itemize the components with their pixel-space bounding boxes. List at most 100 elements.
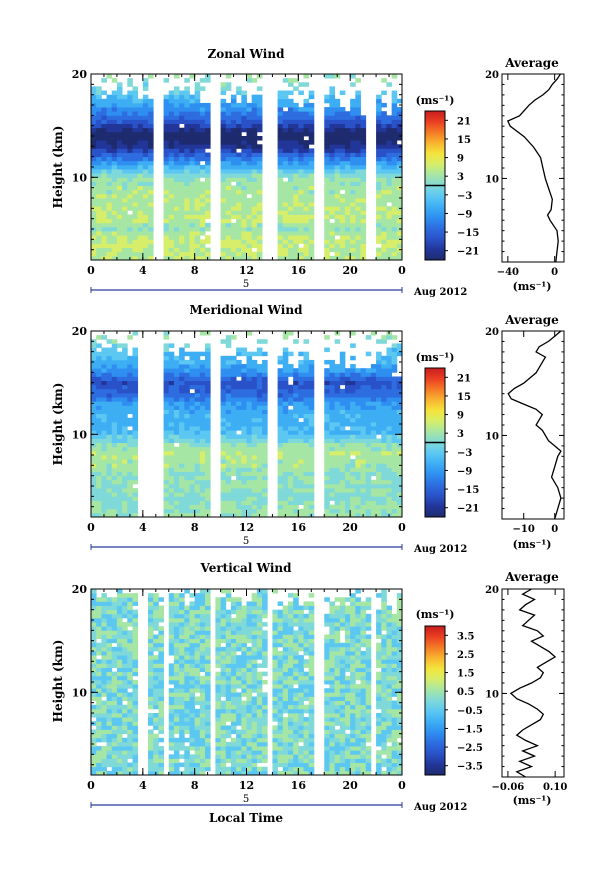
heatmap-cell: [287, 471, 294, 477]
heatmap-cell: [376, 463, 382, 468]
heatmap-cell: [132, 202, 139, 207]
heatmap-cell: [168, 136, 175, 141]
heatmap-cell: [376, 111, 382, 116]
heatmap-cell: [360, 189, 367, 195]
heatmap-cell: [127, 388, 133, 394]
heatmap-cell: [251, 119, 258, 124]
heatmap-cell: [339, 206, 346, 211]
heatmap-cell: [132, 471, 139, 477]
heatmap-cell: [381, 438, 387, 443]
heatmap-cell: [355, 235, 361, 240]
heatmap-cell: [396, 397, 403, 402]
heatmap-cell: [230, 210, 237, 215]
heatmap-cell: [111, 438, 118, 443]
heatmap-cell: [225, 335, 232, 340]
heatmap-cell: [225, 148, 232, 153]
heatmap-cell: [246, 115, 253, 120]
heatmap-cell: [199, 115, 206, 120]
heatmap-cell: [287, 426, 294, 431]
heatmap-cell: [225, 189, 232, 195]
heatmap-cell: [277, 198, 284, 203]
heatmap-cell: [355, 426, 361, 431]
heatmap-cell: [184, 434, 190, 439]
heatmap-cell: [298, 442, 304, 448]
heatmap-cell: [381, 504, 387, 510]
heatmap-cell: [225, 247, 232, 253]
heatmap-cell: [308, 251, 315, 257]
heatmap-cell: [127, 609, 133, 615]
heatmap-cell: [381, 397, 387, 402]
colorbar-tick-label: 3: [457, 429, 464, 440]
heatmap-cell: [277, 206, 284, 211]
heatmap-cell: [396, 405, 403, 410]
heatmap-cell: [334, 119, 341, 124]
heatmap-cell: [194, 131, 201, 137]
heatmap-cell: [205, 198, 211, 203]
heatmap-cell: [148, 123, 154, 129]
heatmap-cell: [184, 492, 190, 497]
heatmap-cell: [391, 488, 398, 493]
heatmap-cell: [132, 613, 139, 619]
heatmap-cell: [163, 235, 170, 240]
heatmap-cell: [127, 173, 133, 178]
heatmap-cell: [194, 351, 201, 357]
heatmap-cell: [184, 405, 190, 410]
heatmap-cell: [225, 393, 232, 398]
colorbar-tick-label: 15: [457, 135, 471, 146]
heatmap-cell: [360, 401, 367, 406]
heatmap-cell: [111, 384, 118, 390]
heatmap-cell: [334, 111, 341, 116]
heatmap-cell: [122, 426, 128, 431]
heatmap-cell: [96, 164, 102, 170]
heatmap-cell: [173, 247, 180, 253]
heatmap-cell: [96, 368, 102, 373]
heatmap-cell: [173, 239, 180, 244]
heatmap-cell: [324, 417, 330, 423]
heatmap-cell: [339, 111, 346, 116]
heatmap-cell: [344, 409, 351, 415]
heatmap-cell: [101, 380, 107, 386]
heatmap-cell: [163, 152, 170, 158]
heatmap-cell: [122, 189, 128, 195]
heatmap-cell: [293, 413, 299, 419]
heatmap-cell: [293, 504, 299, 510]
heatmap-cell: [262, 421, 268, 427]
heatmap-cell: [205, 459, 211, 464]
heatmap-cell: [241, 372, 247, 377]
heatmap-cell: [308, 160, 315, 166]
heatmap-cell: [241, 426, 247, 431]
heatmap-cell: [163, 115, 170, 120]
heatmap-cell: [148, 239, 154, 244]
heatmap-cell: [91, 589, 97, 594]
heatmap-cell: [205, 189, 211, 195]
heatmap-cell: [277, 98, 284, 104]
heatmap-cell: [189, 351, 196, 357]
heatmap-cell: [163, 148, 170, 153]
heatmap-cell: [116, 508, 123, 514]
heatmap-cell: [308, 463, 315, 468]
heatmap-cell: [184, 102, 190, 108]
heatmap-cell: [236, 181, 242, 186]
heatmap-cell: [106, 74, 113, 79]
heatmap-cell: [168, 119, 175, 124]
y-axis-label: Height (km): [51, 383, 65, 466]
heatmap-cell: [308, 247, 315, 253]
heatmap-cell: [189, 463, 196, 468]
heatmap-cell: [386, 401, 393, 406]
heatmap-cell: [106, 617, 113, 623]
heatmap-cell: [251, 475, 258, 481]
heatmap-cell: [391, 169, 398, 174]
heatmap-cell: [339, 475, 346, 481]
heatmap-cell: [116, 156, 123, 162]
heatmap-cell: [101, 725, 107, 730]
colorbar-tick-label: −9: [457, 209, 472, 220]
heatmap-cell: [262, 364, 268, 369]
heatmap-cell: [106, 504, 113, 510]
heatmap-cell: [101, 111, 107, 116]
heatmap-cell: [148, 206, 154, 211]
heatmap-cell: [220, 442, 227, 448]
heatmap-cell: [236, 446, 242, 452]
heatmap-cell: [111, 741, 118, 747]
heatmap-cell: [173, 479, 180, 485]
heatmap-cell: [370, 459, 377, 464]
